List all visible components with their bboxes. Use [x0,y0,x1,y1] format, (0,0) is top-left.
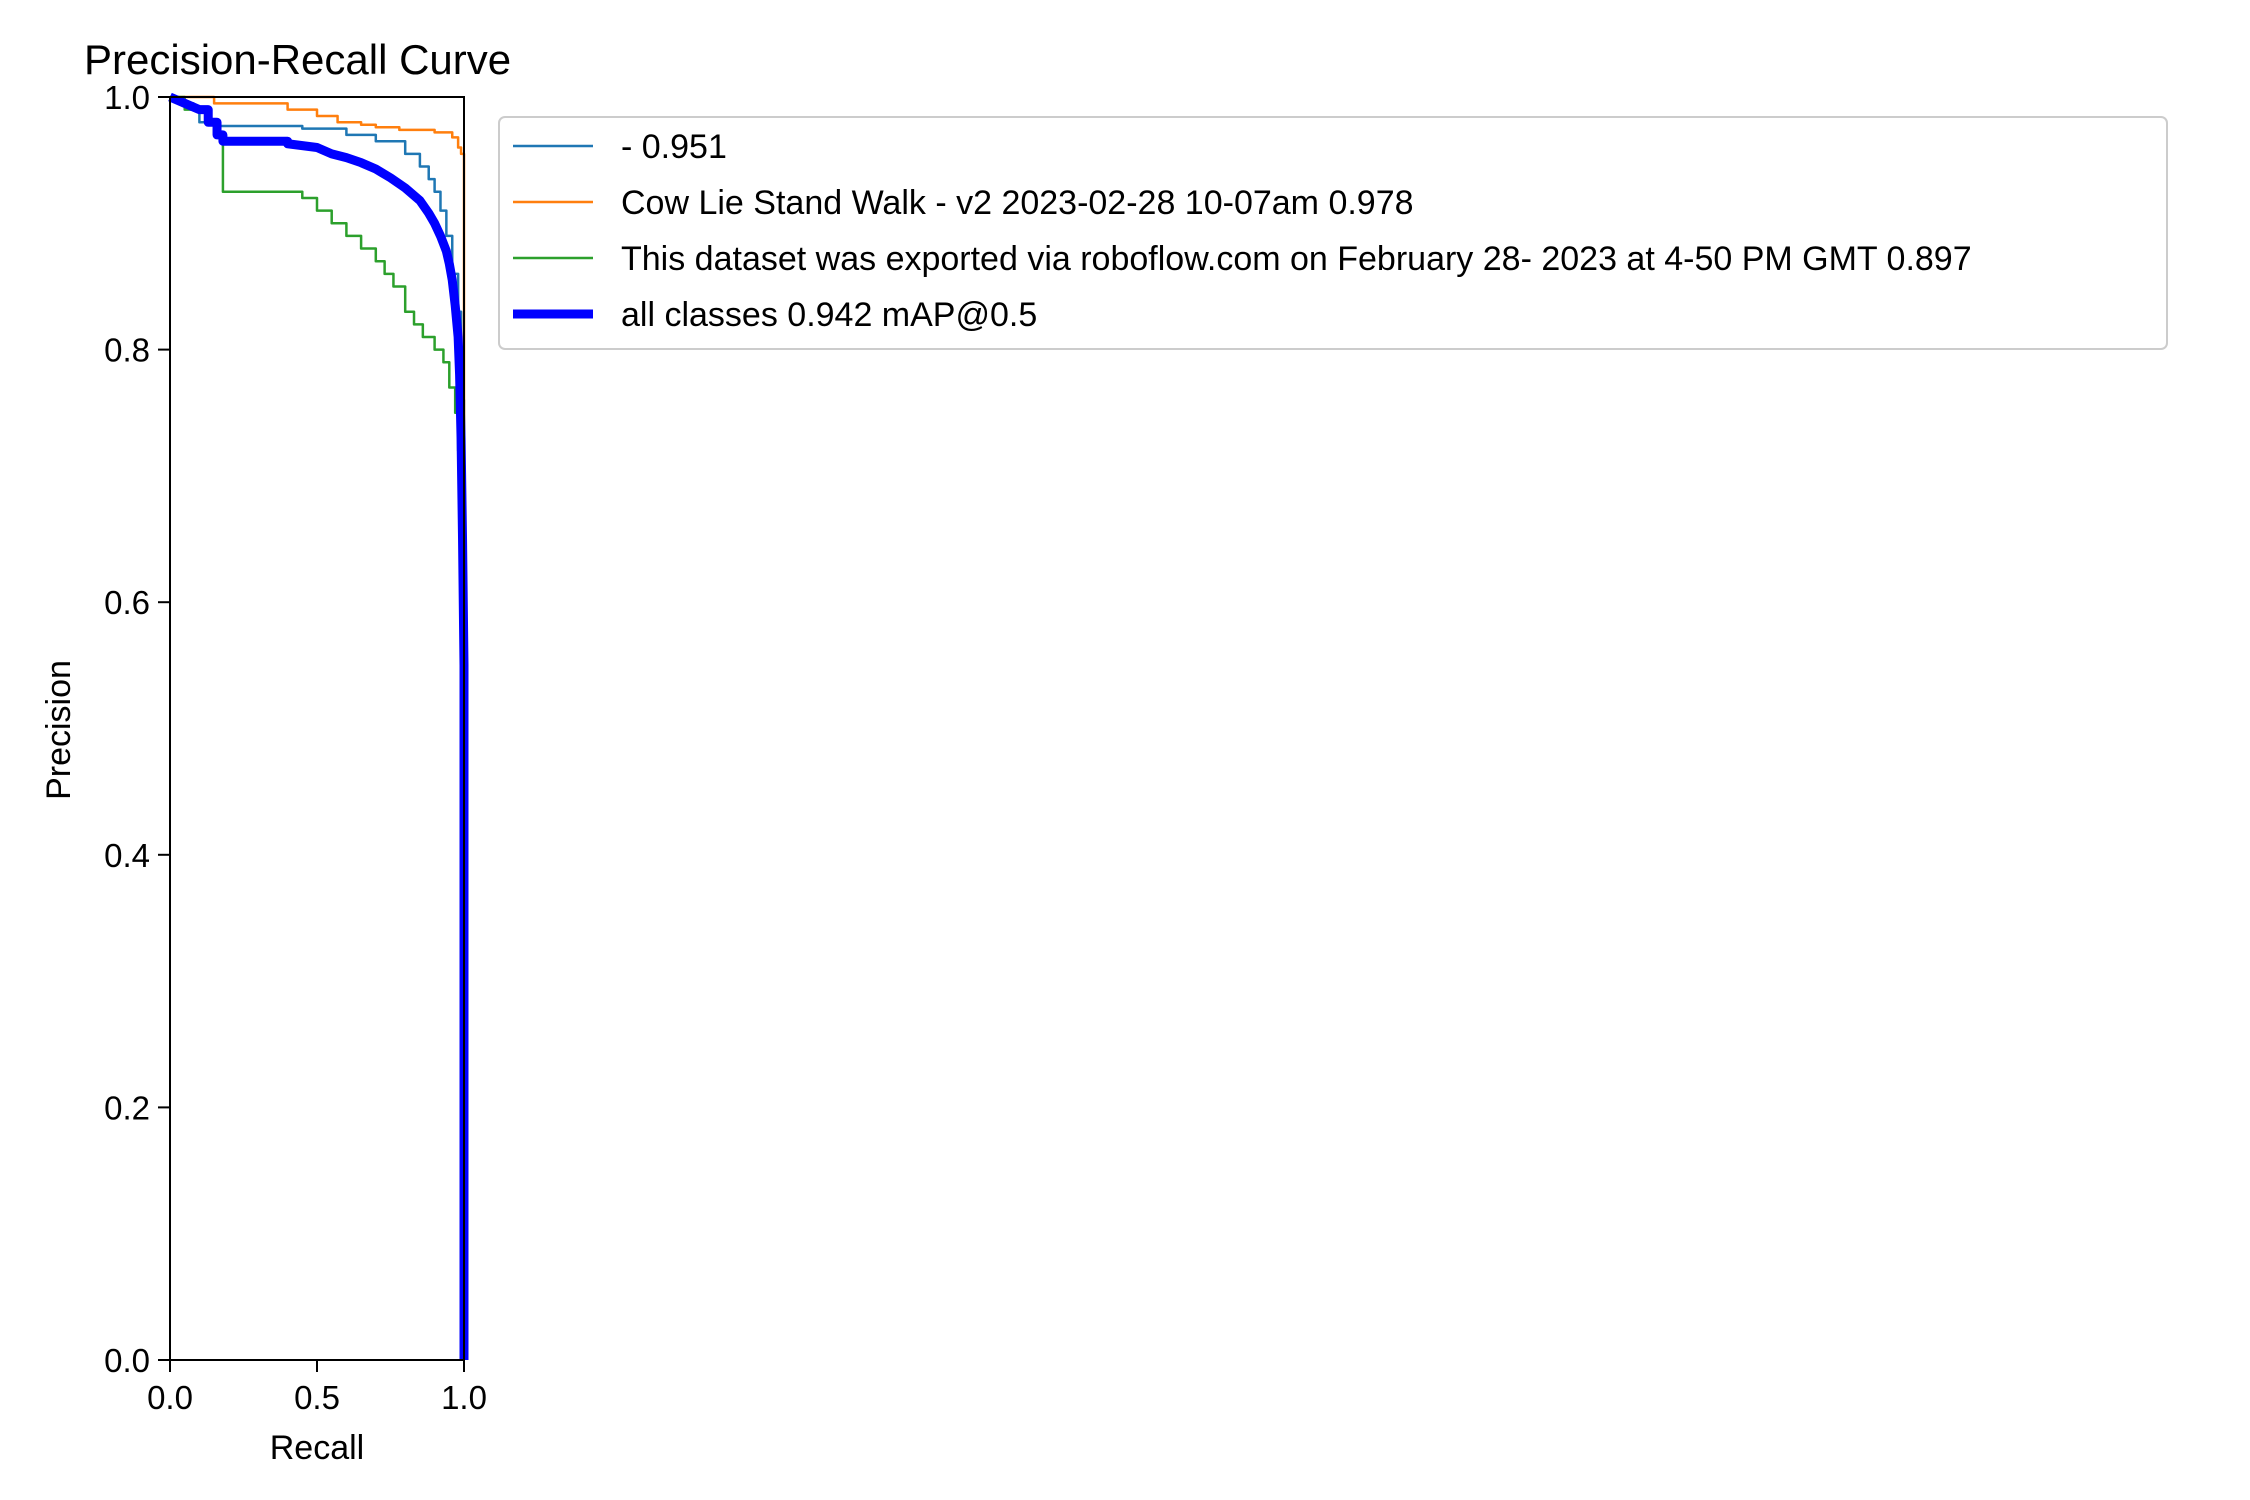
x-axis: 0.0 0.5 1.0 [147,1360,487,1416]
y-tick-label: 0.2 [104,1089,150,1126]
legend-entry-2: Cow Lie Stand Walk - v2 2023-02-28 10-07… [621,184,1414,222]
legend-box [498,116,2168,350]
y-tick-label: 0.8 [104,332,150,369]
legend: - 0.951 Cow Lie Stand Walk - v2 2023-02-2… [498,116,2168,350]
series-layer [168,92,469,1360]
series-line-4 [168,92,469,1360]
legend-entry-1: - 0.951 [621,128,727,166]
y-tick-label: 0.4 [104,837,150,874]
y-tick-label: 1.0 [104,79,150,116]
legend-entry-3: This dataset was exported via roboflow.c… [621,240,1972,278]
x-tick-label: 0.5 [294,1379,340,1416]
y-tick-label: 0.6 [104,584,150,621]
chart-title: Precision-Recall Curve [84,36,511,83]
x-tick-label: 0.0 [147,1379,193,1416]
y-axis-label: Precision [40,660,78,800]
y-axis: 0.0 0.2 0.4 0.6 0.8 1.0 [104,79,170,1379]
series-line-2 [170,95,466,1360]
series-line-3 [170,95,466,1360]
x-tick-label: 1.0 [441,1379,487,1416]
y-tick-label: 0.0 [104,1342,150,1379]
x-axis-label: Recall [270,1429,364,1467]
legend-entry-4: all classes 0.942 mAP@0.5 [621,296,1037,334]
